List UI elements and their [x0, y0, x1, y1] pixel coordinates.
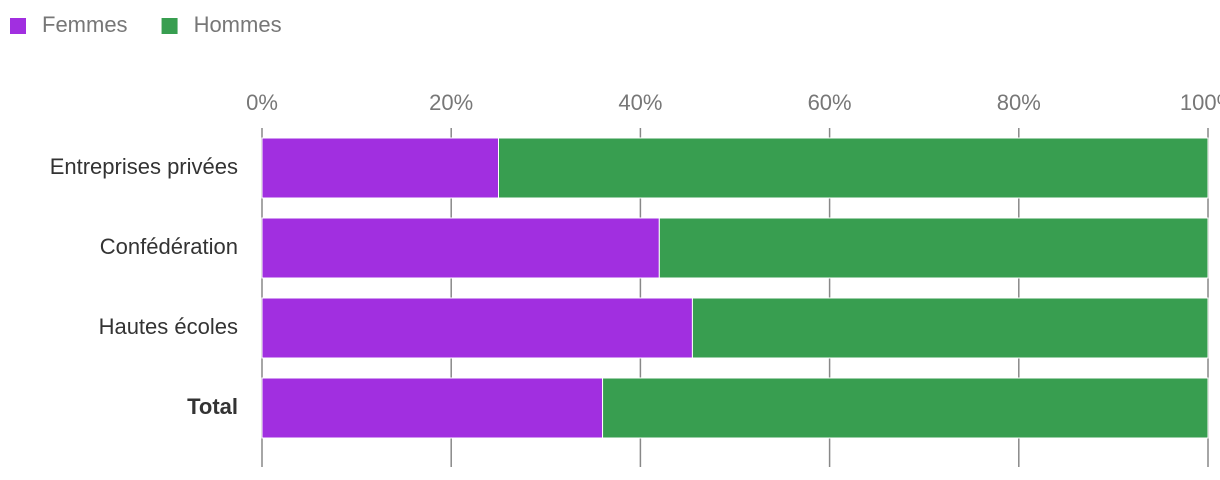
x-tick-label: 100%: [1180, 90, 1220, 115]
x-tick-label: 20%: [429, 90, 473, 115]
y-tick-label: Confédération: [100, 234, 238, 259]
legend-label: Femmes: [42, 12, 128, 37]
legend-label: Hommes: [194, 12, 282, 37]
legend-swatch: [10, 18, 26, 34]
x-tick-label: 0%: [246, 90, 278, 115]
x-tick-label: 40%: [618, 90, 662, 115]
legend-swatch: [161, 18, 178, 34]
bar-segment: [261, 137, 499, 199]
bar-segment: [691, 297, 1209, 359]
bar-segment: [261, 217, 660, 279]
y-tick-label: Total: [187, 394, 238, 419]
x-tick-label: 80%: [997, 90, 1041, 115]
bar-segment: [602, 377, 1209, 439]
bar-segment: [261, 377, 604, 439]
x-tick-label: 60%: [808, 90, 852, 115]
y-tick-label: Hautes écoles: [99, 314, 238, 339]
bar-segment: [261, 297, 693, 359]
bar-segment: [498, 137, 1209, 199]
bar-segment: [658, 217, 1209, 279]
y-tick-label: Entreprises privées: [50, 154, 238, 179]
